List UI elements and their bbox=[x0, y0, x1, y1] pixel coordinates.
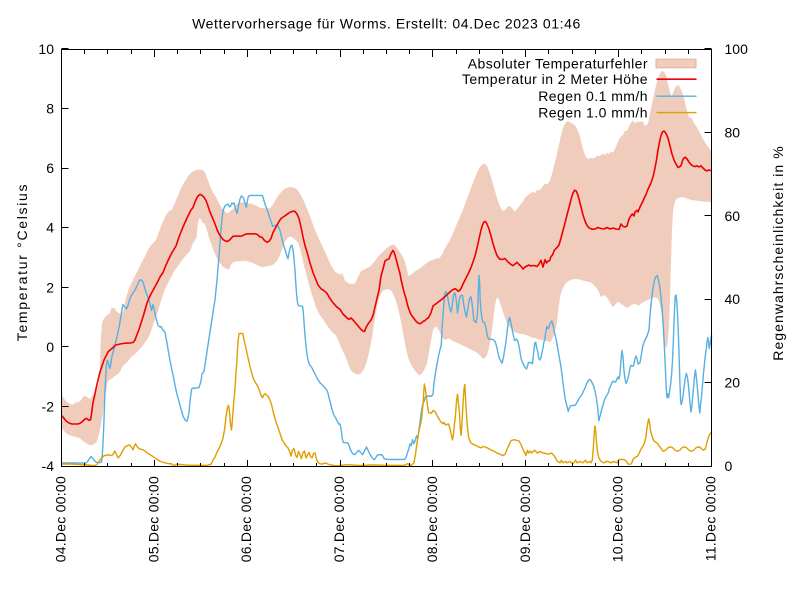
svg-text:2: 2 bbox=[46, 279, 54, 295]
svg-text:0: 0 bbox=[725, 458, 733, 474]
svg-text:06.Dec 00:00: 06.Dec 00:00 bbox=[238, 476, 254, 562]
svg-text:6: 6 bbox=[46, 160, 54, 176]
svg-text:Temperatur in 2 Meter Höhe: Temperatur in 2 Meter Höhe bbox=[462, 71, 648, 87]
svg-text:04.Dec 00:00: 04.Dec 00:00 bbox=[53, 476, 69, 562]
svg-text:0: 0 bbox=[46, 339, 54, 355]
svg-text:-2: -2 bbox=[42, 398, 55, 414]
svg-text:4: 4 bbox=[46, 220, 54, 236]
svg-text:07.Dec 00:00: 07.Dec 00:00 bbox=[331, 476, 347, 562]
svg-text:Regen 0.1 mm/h: Regen 0.1 mm/h bbox=[538, 88, 648, 104]
svg-text:80: 80 bbox=[725, 124, 741, 140]
svg-text:8: 8 bbox=[46, 101, 54, 117]
svg-text:100: 100 bbox=[725, 41, 749, 57]
svg-text:11.Dec 00:00: 11.Dec 00:00 bbox=[703, 476, 719, 561]
svg-text:20: 20 bbox=[725, 375, 741, 391]
svg-text:10.Dec 00:00: 10.Dec 00:00 bbox=[610, 476, 626, 562]
svg-text:Regen 1.0 mm/h: Regen 1.0 mm/h bbox=[538, 105, 648, 121]
svg-text:40: 40 bbox=[725, 291, 741, 307]
svg-text:-4: -4 bbox=[42, 458, 55, 474]
svg-text:05.Dec 00:00: 05.Dec 00:00 bbox=[145, 476, 161, 562]
svg-text:60: 60 bbox=[725, 208, 741, 224]
svg-text:Regenwahrscheinlichkeit in %: Regenwahrscheinlichkeit in % bbox=[770, 145, 786, 360]
svg-text:10: 10 bbox=[38, 41, 54, 57]
svg-text:Absoluter Temperaturfehler: Absoluter Temperaturfehler bbox=[468, 56, 648, 72]
svg-text:Temperatur °Celsius: Temperatur °Celsius bbox=[14, 183, 30, 342]
svg-text:09.Dec 00:00: 09.Dec 00:00 bbox=[517, 476, 533, 562]
svg-text:08.Dec 00:00: 08.Dec 00:00 bbox=[424, 476, 440, 562]
svg-text:Wettervorhersage für Worms. Er: Wettervorhersage für Worms. Erstellt: 04… bbox=[192, 16, 581, 32]
